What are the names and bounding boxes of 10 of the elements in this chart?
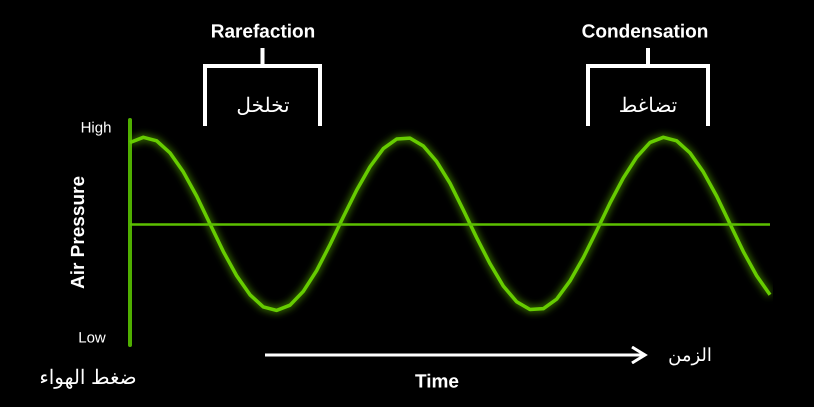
text: Low	[78, 330, 106, 346]
text: High	[80, 120, 112, 136]
text: تضاغط	[618, 95, 678, 117]
text: Rarefaction	[210, 22, 316, 42]
x-axis-title: Time	[414, 372, 460, 392]
text: الزمن	[668, 345, 712, 366]
text: ضغط الهواء	[39, 367, 137, 389]
y-axis-title: Air Pressure	[68, 176, 89, 290]
text: تخلخل	[236, 95, 290, 117]
text: Condensation	[582, 22, 708, 42]
